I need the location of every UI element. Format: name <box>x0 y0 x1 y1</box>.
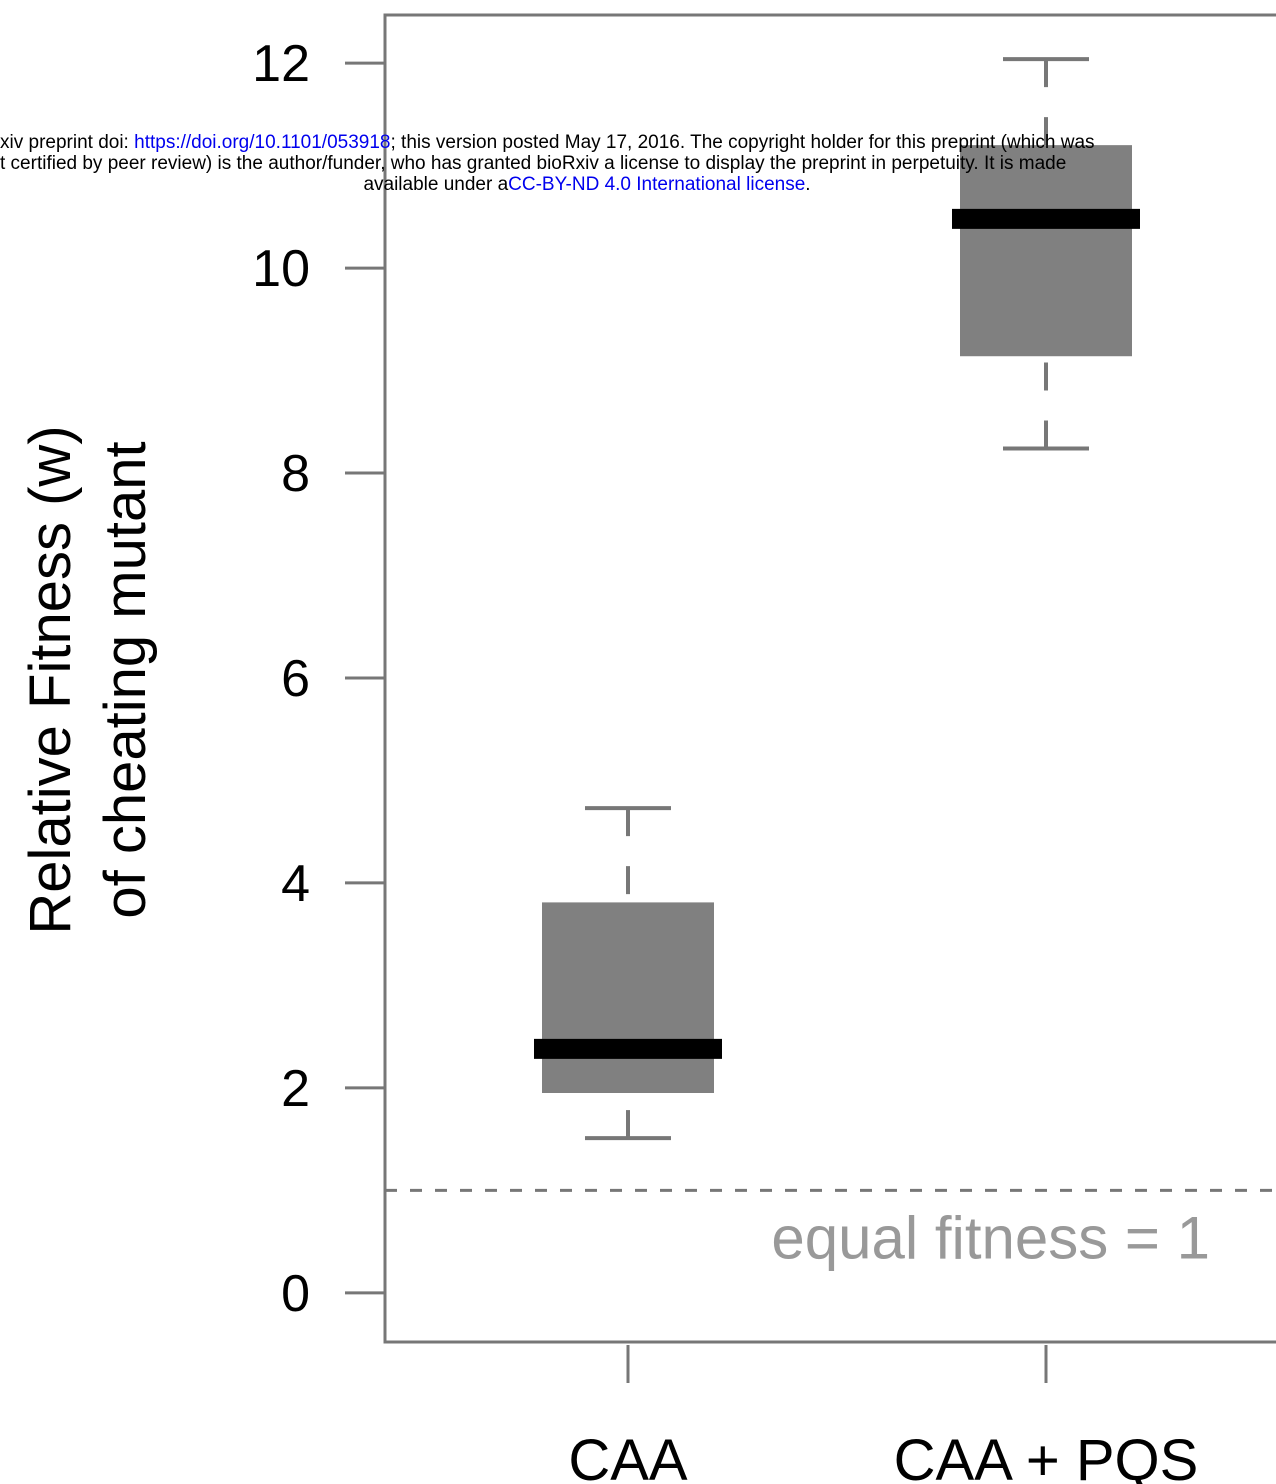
y-tick-label: 0 <box>281 1265 310 1323</box>
y-tick-label: 8 <box>281 445 310 503</box>
y-tick-label: 6 <box>281 650 310 708</box>
header-link[interactable]: https://doi.org/10.1101/053918 <box>134 132 391 153</box>
y-label: Relative Fitness (w) of cheating mutant <box>18 425 158 934</box>
y-label-line: of cheating mutant <box>93 441 158 918</box>
y-label-line: Relative Fitness (w) <box>18 425 83 934</box>
header-text: t certified by peer review) is the autho… <box>0 153 1067 174</box>
header-line: available under aCC-BY-ND 4.0 Internatio… <box>0 174 1174 195</box>
y-tick-label: 2 <box>281 1060 310 1118</box>
annotation: equal fitness = 1 <box>771 1204 1210 1271</box>
x-tick-label: CAA + PQS <box>894 1428 1199 1484</box>
box <box>542 902 714 1093</box>
header-text: . <box>805 174 811 195</box>
x-tick-label: CAA <box>568 1428 688 1484</box>
y-tick-label: 10 <box>252 240 310 298</box>
y-tick-label: 12 <box>252 35 310 93</box>
header-text: available under a <box>363 174 509 195</box>
header-text: xiv preprint doi: <box>0 132 135 153</box>
box <box>960 145 1132 357</box>
header-link[interactable]: CC-BY-ND 4.0 International license <box>508 174 806 195</box>
header-line: xiv preprint doi: https://doi.org/10.110… <box>0 132 1276 153</box>
header-text: ; this version posted May 17, 2016. The … <box>390 132 1095 153</box>
y-tick-label: 4 <box>281 855 310 913</box>
plot-frame <box>383 13 1276 1344</box>
header-line: t certified by peer review) is the autho… <box>0 153 1276 174</box>
